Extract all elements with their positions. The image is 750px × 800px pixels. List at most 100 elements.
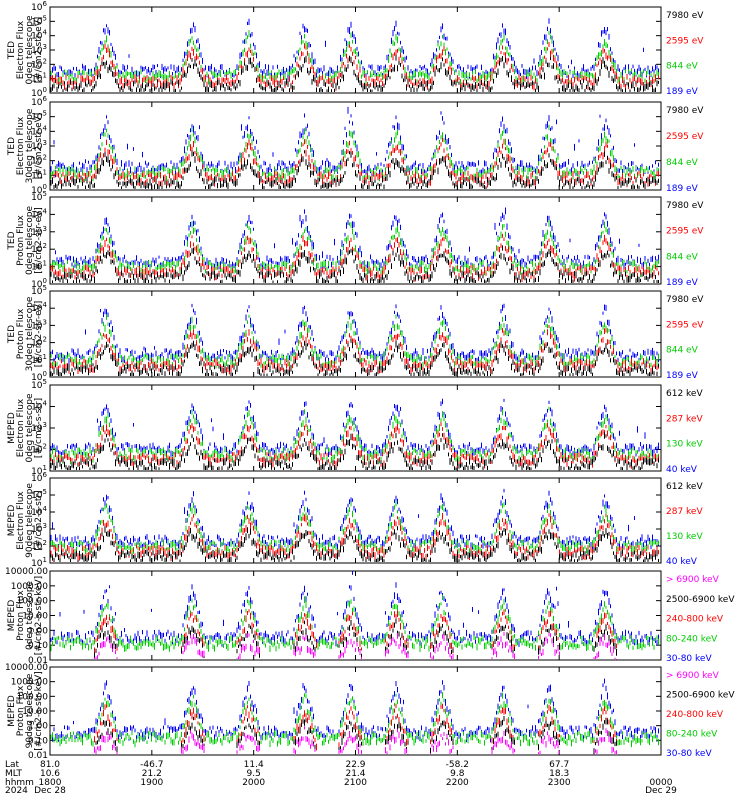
y-tick-label: 102 xyxy=(31,336,47,349)
panel-frame xyxy=(49,666,662,756)
y-axis-label: TEDElectron Flux0deg telescope[#/cm2-str… xyxy=(7,15,44,85)
legend-entry: 80-240 keV xyxy=(666,634,718,644)
series-trace xyxy=(50,692,659,748)
x-row-label: hhmm xyxy=(5,778,34,788)
series-trace xyxy=(50,325,659,375)
y-tick-label: 103 xyxy=(31,225,47,238)
y-tick-label: 105 xyxy=(31,378,47,391)
legend-entry: 189 eV xyxy=(666,371,699,381)
y-tick-label: 104 xyxy=(31,301,47,314)
x-mlt-label: 21.2 xyxy=(142,769,162,779)
series-trace xyxy=(50,245,659,283)
x-hhmm-label: 2100 xyxy=(344,778,367,788)
y-tick-label: 102 xyxy=(31,57,47,70)
x-date-label: Dec 28 xyxy=(34,786,66,796)
legend-entry: 240-800 keV xyxy=(666,710,724,720)
y-tick-label: 102 xyxy=(31,242,47,255)
legend-entry: 844 eV xyxy=(666,252,699,262)
y-tick-label: 103 xyxy=(31,318,47,331)
x-lat-label: 11.4 xyxy=(244,760,264,770)
series-trace xyxy=(50,220,659,277)
legend-entry: 2595 eV xyxy=(666,36,704,46)
y-tick-label: 106 xyxy=(31,471,47,484)
y-tick-label: 105 xyxy=(31,190,47,203)
y-tick-label: 100 xyxy=(31,183,47,196)
series-trace xyxy=(94,632,617,660)
y-tick-label: 104 xyxy=(31,124,47,137)
x-lat-label: 22.9 xyxy=(345,760,365,770)
x-lat-label: 81.0 xyxy=(40,760,60,770)
y-tick-label: 100 xyxy=(31,277,47,290)
panel-8: 0.01 0.10 1.00 10.00 100.00 1000.00 10000.00ME… xyxy=(5,663,735,761)
y-tick-label: 103 xyxy=(31,421,47,434)
y-tick-label: 102 xyxy=(31,539,47,552)
series-trace xyxy=(50,54,659,92)
legend-entry: 2595 eV xyxy=(666,227,704,237)
y-tick-label: 105 xyxy=(31,14,47,27)
y-tick-label: 104 xyxy=(31,207,47,220)
y-tick-label: 101 xyxy=(31,556,47,569)
y-tick-label: 104 xyxy=(31,400,47,413)
legend-entry: 40 keV xyxy=(666,557,698,567)
series-trace xyxy=(50,303,659,365)
x-hhmm-label: 1900 xyxy=(140,778,163,788)
legend-entry: 7980 eV xyxy=(666,106,704,116)
panel-5: 101 102 103 104 105 MEPEDElectron Flux0deg te… xyxy=(7,378,703,477)
y-tick-label: 105 xyxy=(31,488,47,501)
y-tick-label: 0.01 xyxy=(28,751,48,761)
series-trace xyxy=(94,726,617,755)
legend-entry: 30-80 keV xyxy=(666,749,712,759)
legend-entry: 7980 eV xyxy=(666,201,704,211)
legend-entry: 2500-6900 keV xyxy=(666,595,735,605)
y-axis-label: MEPEDProton Flux90deg telescope[#/cm2-s-… xyxy=(7,671,44,750)
y-axis-label: TEDElectron Flux30deg telescope[#/cm2-st… xyxy=(7,108,44,183)
legend-entry: 844 eV xyxy=(666,158,699,168)
y-tick-label: 1000.00 xyxy=(11,582,48,592)
series-trace xyxy=(50,678,659,743)
legend-entry: 287 keV xyxy=(666,414,703,424)
y-tick-label: 104 xyxy=(31,505,47,518)
legend-entry: 612 keV xyxy=(666,482,703,492)
legend-entry: 130 keV xyxy=(666,440,703,450)
y-tick-label: 10.00 xyxy=(22,707,48,717)
y-tick-label: 0.10 xyxy=(28,736,48,746)
y-tick-label: 101 xyxy=(31,168,47,181)
panel-3: 100 101 102 103 104 105 TEDProton Flux0deg tel… xyxy=(7,190,704,290)
legend-entry: 7980 eV xyxy=(666,11,704,21)
x-date-label: Dec 29 xyxy=(645,786,677,796)
series-trace xyxy=(50,398,659,459)
x-hhmm-label: 2000 xyxy=(242,778,265,788)
legend-entry: 40 keV xyxy=(666,465,698,475)
series-trace xyxy=(50,571,659,648)
x-hhmm-label: 1800 xyxy=(39,778,62,788)
x-mlt-label: 10.6 xyxy=(40,769,60,779)
legend-entry: 287 keV xyxy=(666,507,703,517)
y-tick-label: 100 xyxy=(31,370,47,383)
x-lat-label: -46.7 xyxy=(140,760,163,770)
x-row-label: Lat xyxy=(5,760,20,770)
x-hhmm-label: 2300 xyxy=(548,778,571,788)
legend-entry: 2595 eV xyxy=(666,320,704,330)
x-lat-label: 67.7 xyxy=(549,760,569,770)
y-tick-label: 106 xyxy=(31,0,47,13)
y-tick-label: 1000.00 xyxy=(11,678,48,688)
x-row-label: 2024 xyxy=(5,786,28,796)
x-row-label: MLT xyxy=(5,769,23,779)
y-tick-label: 10000.00 xyxy=(5,567,48,577)
legend-entry: > 6900 keV xyxy=(666,575,720,585)
series-trace xyxy=(50,106,659,178)
legend-entry: 189 eV xyxy=(666,278,699,288)
legend-entry: 2595 eV xyxy=(666,132,704,142)
y-tick-label: 0.10 xyxy=(28,641,48,651)
y-tick-label: 105 xyxy=(31,110,47,123)
y-tick-label: 100.00 xyxy=(17,597,49,607)
x-mlt-label: 9.8 xyxy=(450,769,465,779)
y-tick-label: 1.00 xyxy=(28,626,48,636)
legend-entry: 130 keV xyxy=(666,532,703,542)
panel-7: 0.01 0.10 1.00 10.00 100.00 1000.00 10000.00ME… xyxy=(5,567,735,666)
x-mlt-label: 9.5 xyxy=(247,769,261,779)
y-tick-label: 102 xyxy=(31,154,47,167)
legend-entry: 80-240 keV xyxy=(666,730,718,740)
